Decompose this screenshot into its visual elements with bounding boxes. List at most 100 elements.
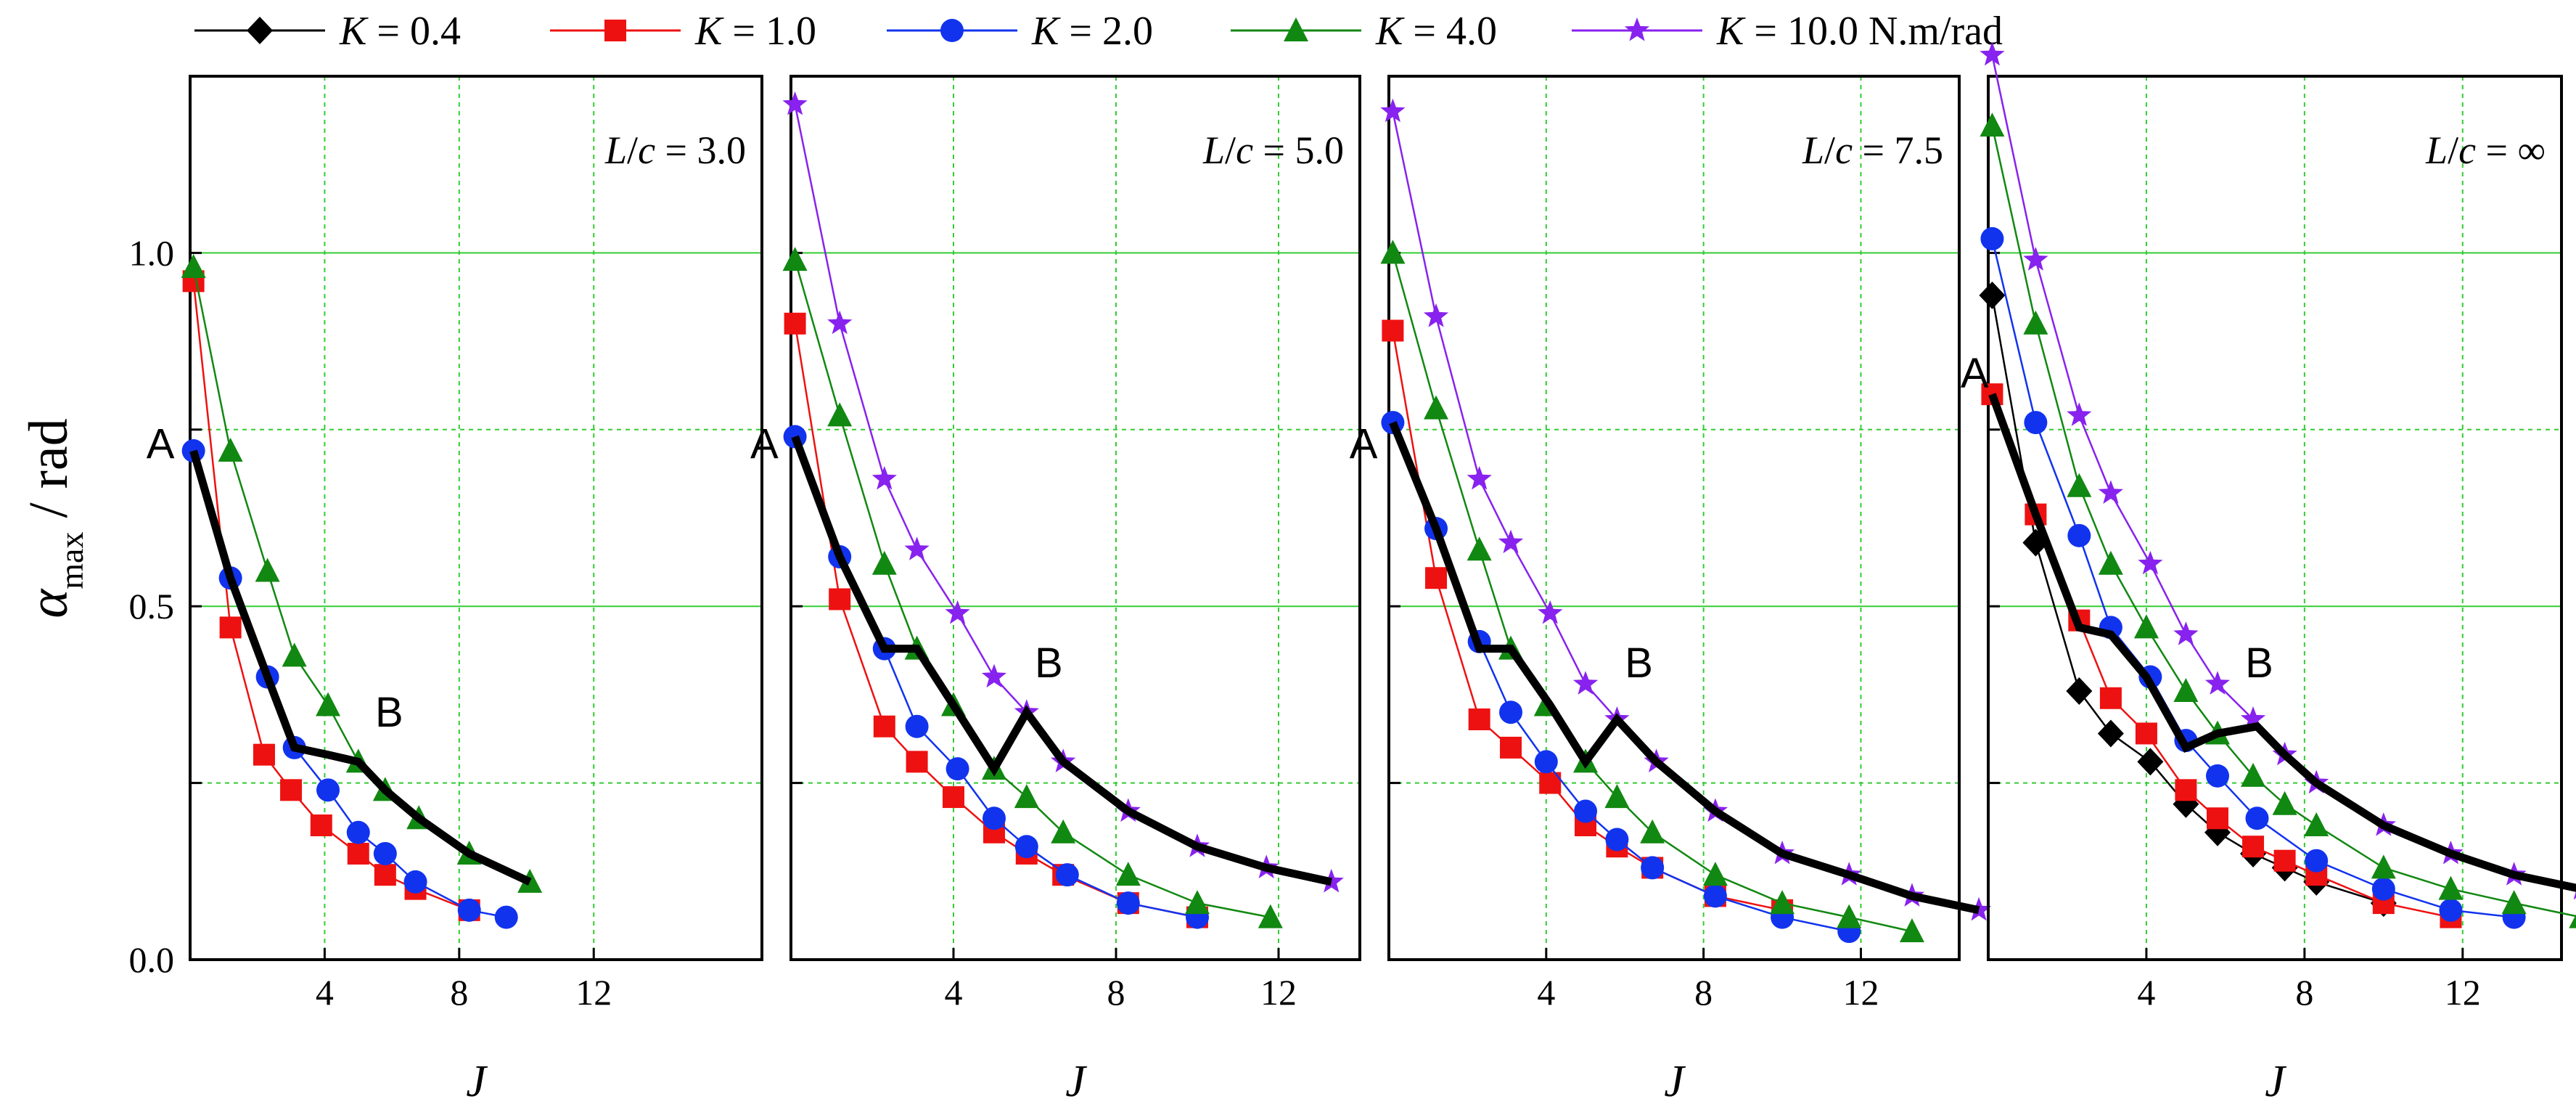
data-point <box>871 550 897 575</box>
grid <box>791 75 1360 960</box>
data-point <box>2067 402 2092 426</box>
data-point <box>2371 877 2395 901</box>
data-point <box>1640 819 1665 844</box>
max-envelope-line <box>1389 421 1980 915</box>
data-point <box>1055 863 1079 887</box>
series-line <box>1991 238 2514 918</box>
data-point <box>1534 750 1558 774</box>
data-point <box>1424 395 1449 420</box>
y-tick-label: 0.0 <box>129 939 175 980</box>
data-point <box>2173 621 2199 645</box>
legend-label: K = 1.0 <box>694 9 816 54</box>
series-K10.0 <box>1380 98 1992 921</box>
data-point <box>1604 784 1630 809</box>
data-point <box>218 438 243 462</box>
data-point <box>904 536 930 560</box>
data-point <box>1538 600 1563 624</box>
y-axis-title: αmax / rad <box>18 418 90 618</box>
data-point <box>2272 791 2297 815</box>
panel-1: 4 8 12 J 0.0 0.5 1.0 L/c = 3.0 A B <box>129 75 763 1106</box>
legend-item-K10.0: K = 10.0 N.m/rad <box>1572 9 2003 54</box>
point-label-A: A <box>750 420 779 467</box>
data-point <box>2305 849 2329 873</box>
data-point <box>1498 529 1524 554</box>
data-point <box>829 588 851 610</box>
series-line <box>1991 125 2576 918</box>
data-point <box>2067 523 2091 547</box>
x-tick-label: 4 <box>945 972 963 1013</box>
x-tick-label: 12 <box>1842 972 1879 1013</box>
data-point <box>1500 736 1522 759</box>
data-point <box>2245 806 2269 830</box>
point-label-B: B <box>1625 640 1653 687</box>
data-point <box>2206 764 2229 788</box>
point-label-B: B <box>375 689 403 736</box>
series-K1.0 <box>784 312 1208 928</box>
x-tick-label: 12 <box>1260 972 1297 1013</box>
data-point <box>1702 862 1728 886</box>
legend-marker-star <box>1624 17 1650 41</box>
data-point <box>2438 875 2464 900</box>
data-point <box>2067 473 2092 497</box>
legend-item-K4.0: K = 4.0 <box>1231 9 1497 54</box>
data-point <box>983 806 1006 830</box>
data-point <box>784 312 806 335</box>
grid <box>190 75 762 960</box>
data-point <box>1499 701 1523 724</box>
data-point <box>1467 536 1492 561</box>
point-label-B: B <box>2245 640 2273 687</box>
data-point <box>2098 480 2123 504</box>
data-point <box>1703 884 1727 908</box>
data-point <box>1380 98 1406 123</box>
data-point <box>2242 836 2265 858</box>
legend-item-K1.0: K = 1.0 <box>550 9 816 54</box>
data-point <box>2133 614 2159 639</box>
data-point <box>2207 807 2228 830</box>
panels: 4 8 12 J 0.0 0.5 1.0 L/c = 3.0 A B 4 8 12 J L/c = 5.0 A… <box>129 41 2576 1106</box>
y-axis-label: αmax / rad <box>18 418 90 618</box>
data-point <box>1116 891 1140 915</box>
series-line <box>794 259 1271 918</box>
data-point <box>494 905 518 929</box>
data-point <box>943 786 964 809</box>
panel-frame <box>1987 75 2563 961</box>
legend-item-K2.0: K = 2.0 <box>887 9 1153 54</box>
data-point <box>2501 890 2527 915</box>
ticks <box>791 75 1280 960</box>
data-point <box>253 743 275 766</box>
data-point <box>2023 310 2048 335</box>
data-point <box>873 715 895 738</box>
series-line <box>1392 253 1913 933</box>
data-point <box>782 91 808 115</box>
data-point <box>981 663 1007 688</box>
data-point <box>373 841 397 865</box>
data-point <box>2175 779 2197 801</box>
data-point <box>280 779 303 801</box>
y-tick-label: 1.0 <box>129 232 175 273</box>
data-point <box>1641 856 1665 880</box>
data-point <box>1572 671 1599 695</box>
x-axis-title: J <box>1065 1057 1087 1106</box>
point-label-B: B <box>1035 640 1063 687</box>
x-tick-label: 8 <box>2295 972 2313 1013</box>
data-point <box>906 751 928 773</box>
max-envelope-line <box>1988 393 2576 892</box>
data-point <box>2304 812 2329 837</box>
series-K1.0 <box>1981 383 2462 928</box>
data-point <box>347 842 369 865</box>
panel-annotation: L/c = 3.0 <box>604 128 746 172</box>
max-envelope-line <box>189 449 532 886</box>
data-point <box>2066 677 2093 706</box>
data-point <box>2173 678 2199 703</box>
panel-2: 4 8 12 J L/c = 5.0 A B <box>750 75 1361 1106</box>
data-point <box>1980 113 2005 137</box>
panel-frame <box>1387 75 1961 961</box>
max-envelope-line <box>791 435 1332 886</box>
x-tick-label: 8 <box>1107 972 1125 1013</box>
grid <box>1988 75 2561 960</box>
legend-item-K0.4: K = 0.4 <box>194 9 461 54</box>
data-point <box>946 757 969 781</box>
data-point <box>1423 303 1449 327</box>
data-point <box>2241 762 2266 787</box>
